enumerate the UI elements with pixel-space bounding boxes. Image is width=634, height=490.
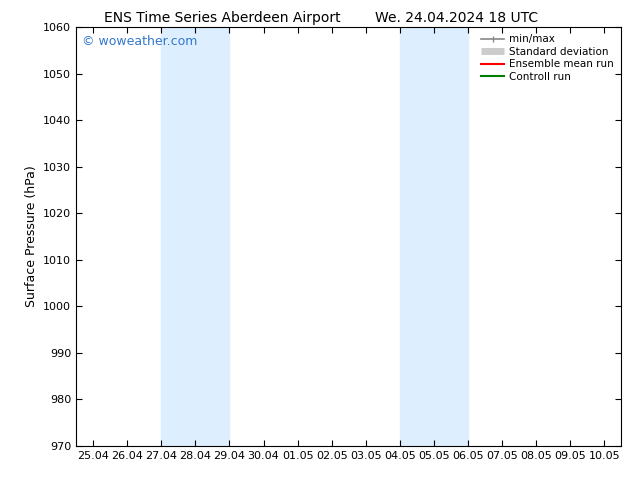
- Bar: [400, 27, 468, 446]
- Text: © woweather.com: © woweather.com: [82, 35, 197, 49]
- Text: We. 24.04.2024 18 UTC: We. 24.04.2024 18 UTC: [375, 11, 538, 25]
- Legend: min/max, Standard deviation, Ensemble mean run, Controll run: min/max, Standard deviation, Ensemble me…: [479, 32, 616, 84]
- Text: ENS Time Series Aberdeen Airport: ENS Time Series Aberdeen Airport: [103, 11, 340, 25]
- Bar: [161, 27, 230, 446]
- Y-axis label: Surface Pressure (hPa): Surface Pressure (hPa): [25, 166, 37, 307]
